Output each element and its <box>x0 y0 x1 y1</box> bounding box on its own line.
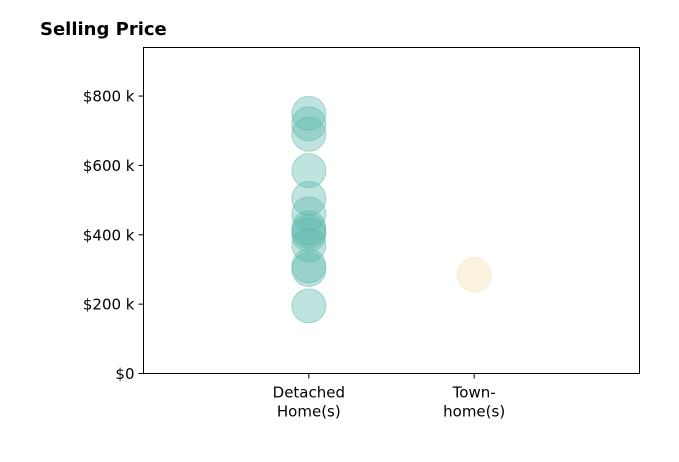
data-point <box>291 153 327 189</box>
x-tick-label-line: Detached <box>273 384 345 402</box>
data-point <box>291 217 327 253</box>
chart-title: Selling Price <box>40 19 167 40</box>
data-points <box>291 95 492 324</box>
x-tick-label-line: Town- <box>452 384 496 402</box>
x-tick-label-line: home(s) <box>443 403 505 421</box>
data-point <box>291 227 327 263</box>
y-axis: $0 $200 k $400 k $600 k $800 k <box>83 88 144 383</box>
x-tick-label-line: Home(s) <box>277 403 341 421</box>
data-point <box>291 180 327 216</box>
x-tick-label: Detached Home(s) <box>273 384 345 421</box>
y-tick-label: $0 <box>115 365 134 383</box>
data-point <box>291 106 327 142</box>
data-point <box>291 116 327 152</box>
data-point <box>291 288 327 324</box>
y-tick-label: $200 k <box>83 296 135 314</box>
x-axis: Detached Home(s) Town-home(s) <box>273 373 505 421</box>
y-tick-label: $600 k <box>83 157 135 175</box>
data-point <box>291 95 327 131</box>
y-tick-label: $400 k <box>83 226 135 244</box>
plot-frame <box>143 47 640 374</box>
data-point <box>291 251 327 287</box>
data-point <box>456 257 492 293</box>
y-tick-label: $800 k <box>83 88 135 106</box>
x-tick-label: Town-home(s) <box>443 384 505 421</box>
